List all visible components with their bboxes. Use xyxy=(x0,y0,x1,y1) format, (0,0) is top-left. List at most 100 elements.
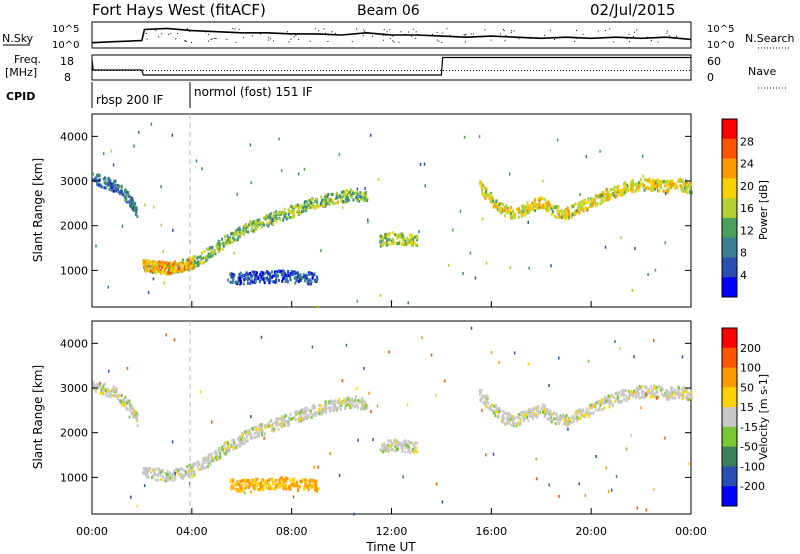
range-cell xyxy=(563,418,566,422)
range-cell xyxy=(486,193,489,197)
range-cell xyxy=(224,238,227,242)
range-cell xyxy=(158,470,161,474)
range-cell xyxy=(330,406,333,410)
range-cell xyxy=(615,398,618,402)
range-cell xyxy=(678,393,681,397)
range-cell xyxy=(232,277,235,281)
range-cell xyxy=(667,184,670,188)
range-cell xyxy=(136,215,139,218)
range-cell xyxy=(247,276,249,280)
range-cell xyxy=(284,280,287,283)
range-cell xyxy=(305,406,308,410)
range-cell xyxy=(245,230,248,234)
range-cell xyxy=(578,204,581,208)
range-cell xyxy=(347,196,350,200)
range-cell xyxy=(152,263,155,267)
range-cell xyxy=(321,407,324,411)
range-cell xyxy=(214,252,217,256)
range-cell xyxy=(291,273,294,276)
range-cell xyxy=(332,405,335,409)
range-cell xyxy=(564,217,567,221)
range-cell xyxy=(689,186,691,190)
colorbar-swatch xyxy=(722,178,737,199)
range-cell xyxy=(351,403,354,407)
nsky-point xyxy=(268,36,270,38)
range-cell xyxy=(304,277,307,281)
range-cell xyxy=(414,449,417,453)
range-cell xyxy=(640,387,643,391)
nsky-tick-top: 10^5 xyxy=(52,24,79,35)
range-cell xyxy=(233,238,236,241)
range-cell xyxy=(404,450,407,454)
range-cell xyxy=(208,461,211,465)
range-cell xyxy=(609,395,612,399)
range-cell xyxy=(121,193,124,197)
power-panel-frame xyxy=(91,113,692,308)
range-cell xyxy=(315,278,317,282)
range-cell xyxy=(309,484,312,488)
range-cell xyxy=(344,189,347,193)
range-cell xyxy=(672,182,675,186)
range-cell xyxy=(683,189,686,193)
range-cell xyxy=(312,203,315,207)
range-cell xyxy=(280,422,283,426)
range-cell xyxy=(504,209,507,213)
range-cell xyxy=(499,210,502,213)
range-cell xyxy=(192,266,195,270)
range-cell xyxy=(182,468,185,472)
range-cell xyxy=(506,418,509,422)
range-cell xyxy=(239,438,242,442)
range-cell xyxy=(193,469,196,473)
range-cell xyxy=(384,446,387,450)
range-cell xyxy=(408,445,411,449)
range-cell xyxy=(658,180,661,184)
range-cell xyxy=(242,433,244,437)
range-cell xyxy=(505,205,508,208)
range-cell xyxy=(275,213,278,217)
range-cell xyxy=(204,466,207,469)
nsky-point xyxy=(436,39,438,41)
range-cell xyxy=(598,401,601,405)
range-cell xyxy=(345,200,348,204)
range-cell xyxy=(295,276,298,280)
range-cell xyxy=(644,386,647,390)
nsky-point xyxy=(576,29,577,31)
range-cell xyxy=(380,448,383,452)
range-cell xyxy=(391,242,394,245)
range-cell xyxy=(224,243,227,247)
range-cell xyxy=(402,443,405,447)
range-cell xyxy=(649,186,652,190)
range-cell xyxy=(113,187,116,191)
range-cell xyxy=(667,179,669,183)
range-cell xyxy=(520,205,523,209)
noise-cell xyxy=(492,452,495,456)
range-cell xyxy=(504,214,507,218)
range-cell xyxy=(111,186,113,190)
range-cell xyxy=(364,401,367,405)
range-cell xyxy=(130,197,133,201)
range-cell xyxy=(131,201,134,205)
range-cell xyxy=(588,404,591,408)
range-cell xyxy=(541,203,544,207)
range-cell xyxy=(329,402,332,406)
range-cell xyxy=(517,415,520,419)
range-cell xyxy=(310,415,313,419)
range-cell xyxy=(398,240,401,244)
range-cell xyxy=(314,479,317,483)
range-cell xyxy=(306,203,309,207)
range-cell xyxy=(253,484,256,488)
range-cell xyxy=(273,211,275,215)
range-cell xyxy=(386,234,389,237)
range-cell xyxy=(285,217,288,221)
nsky-point xyxy=(518,38,520,40)
range-cell xyxy=(344,197,347,201)
range-cell xyxy=(507,419,510,422)
noise-cell xyxy=(318,487,320,491)
range-cell xyxy=(349,405,352,409)
range-cell xyxy=(248,277,251,281)
noise-cell xyxy=(406,403,409,407)
range-cell xyxy=(662,189,665,193)
range-cell xyxy=(630,390,633,394)
noise-cell xyxy=(367,220,369,224)
range-cell xyxy=(498,406,501,410)
